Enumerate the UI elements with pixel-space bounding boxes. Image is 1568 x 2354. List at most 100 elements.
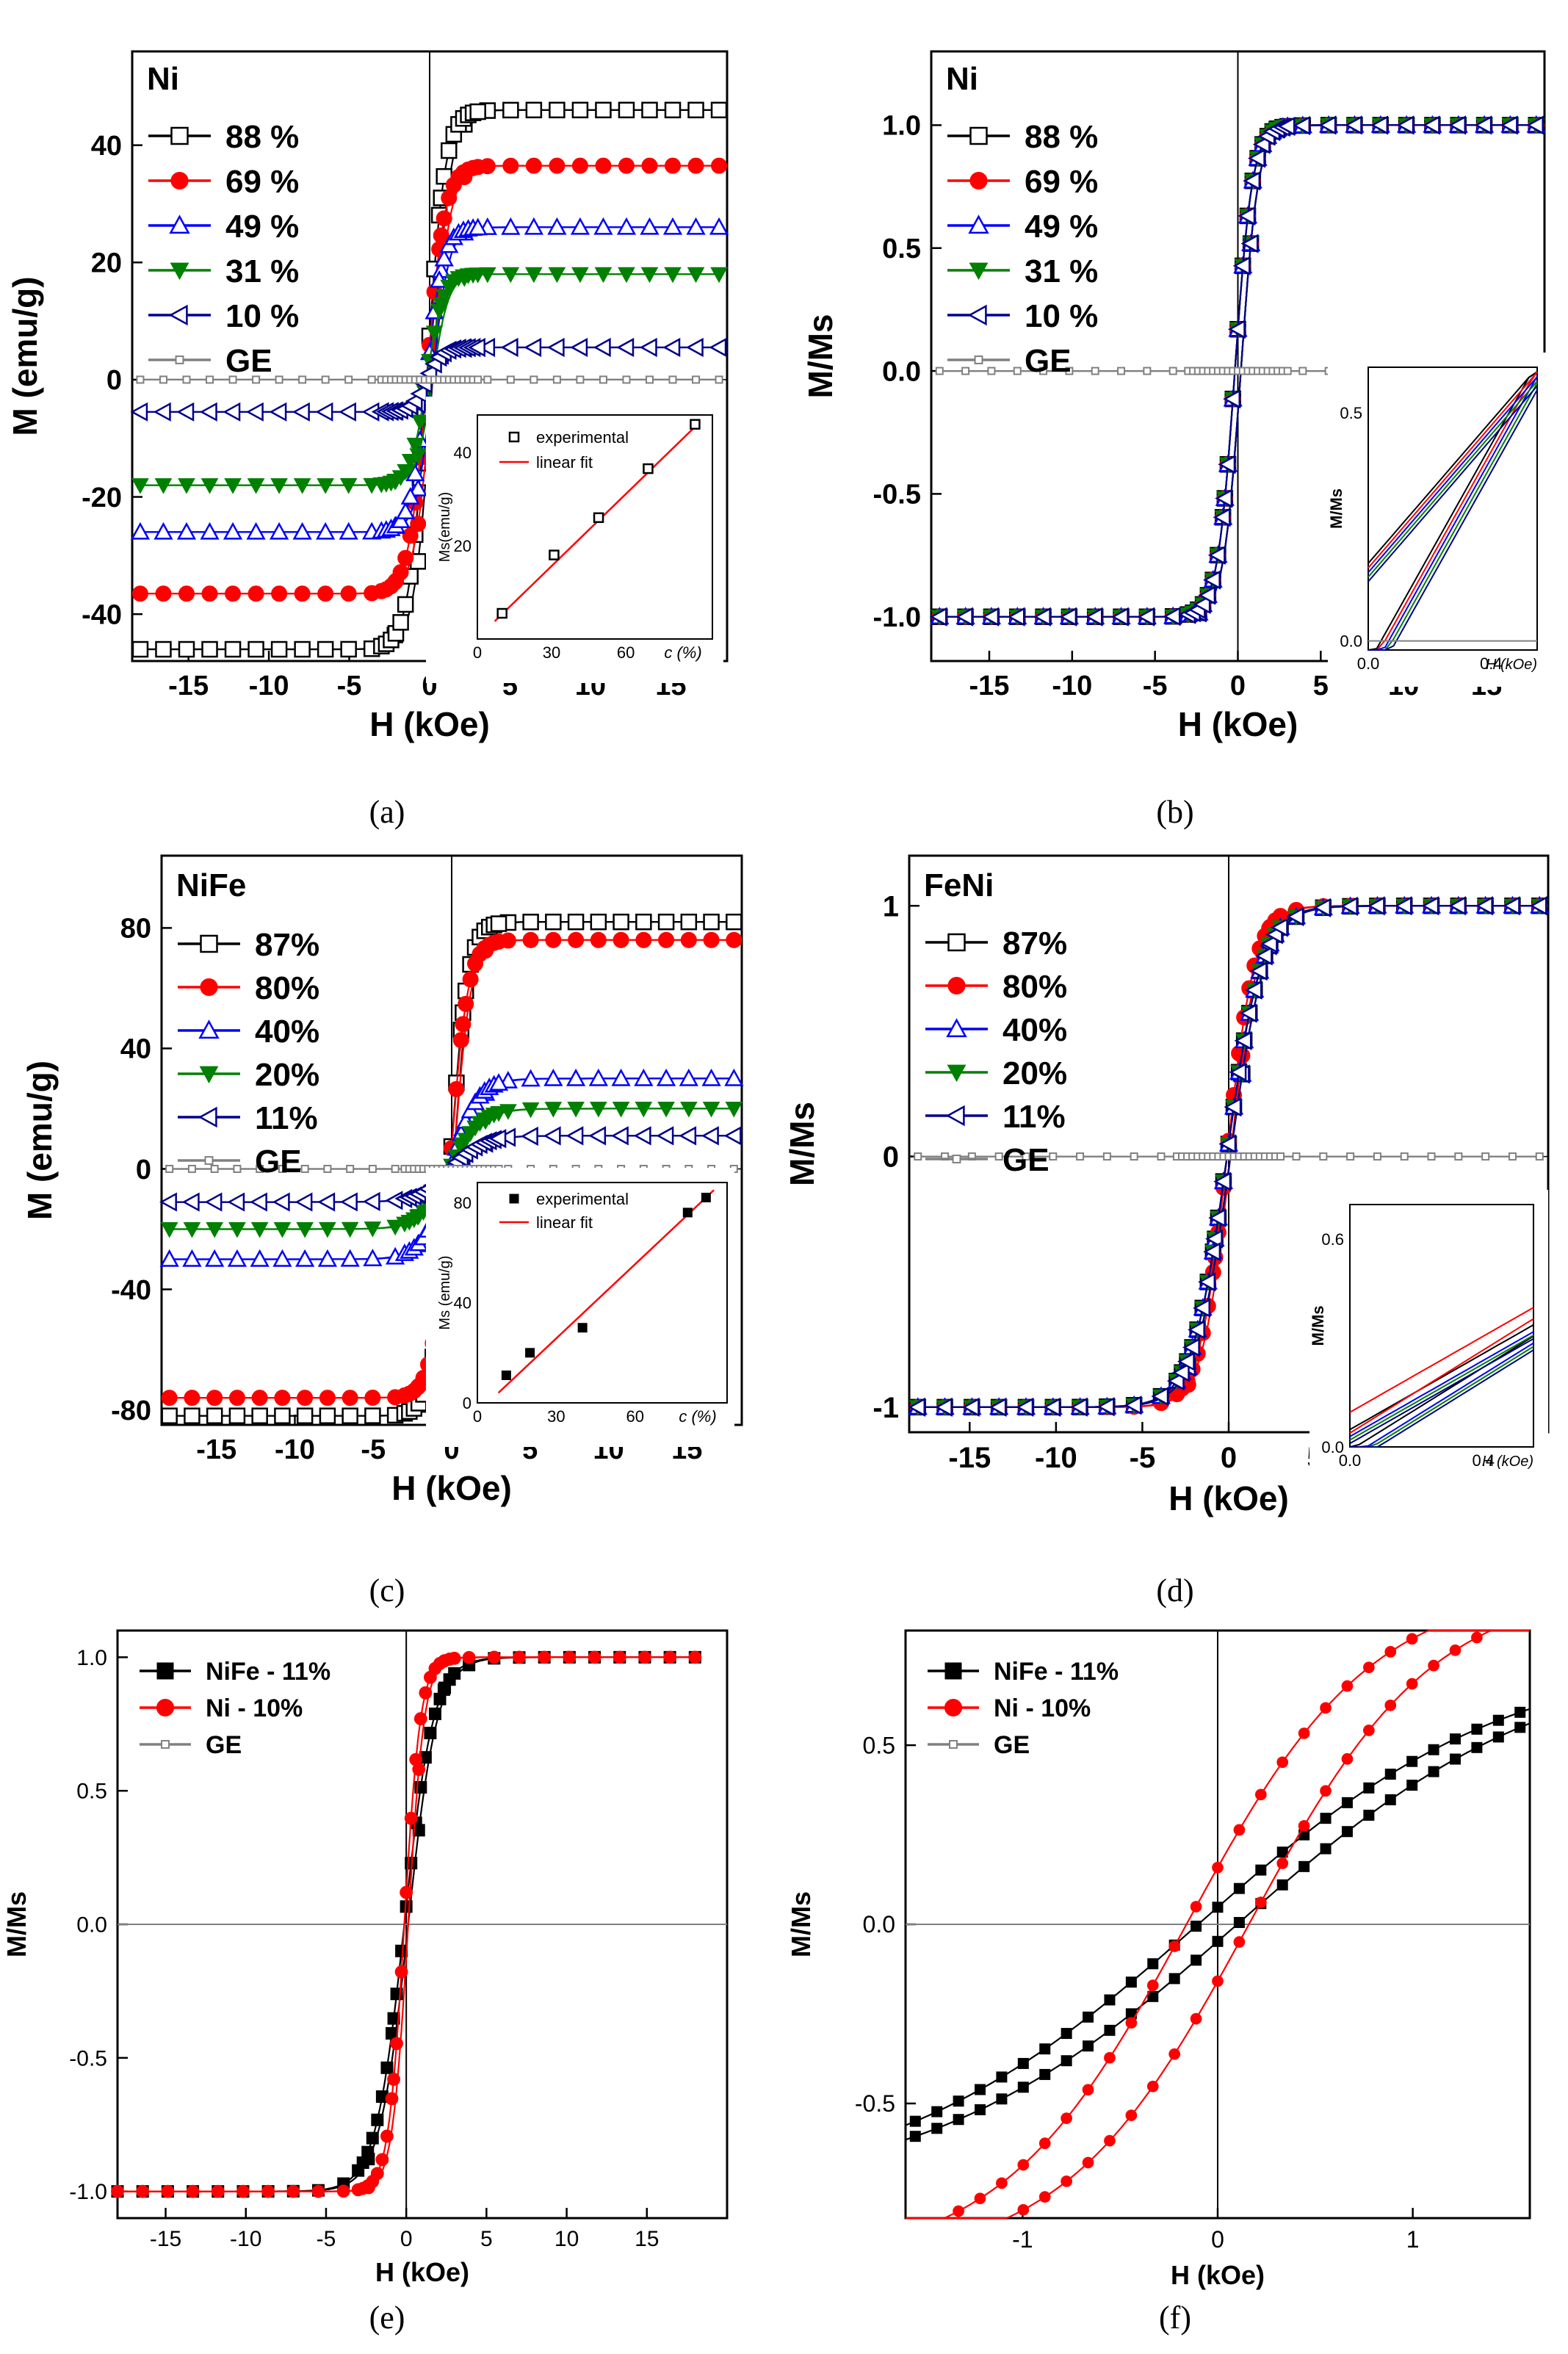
data-point <box>1292 1152 1301 1161</box>
data-point <box>595 101 612 119</box>
data-point <box>205 1249 225 1267</box>
data-point <box>593 217 613 235</box>
data-point <box>1061 2028 1072 2040</box>
data-point <box>1203 570 1221 590</box>
legend-marker <box>969 262 989 281</box>
inset-curve <box>1349 1337 1534 1445</box>
data-point <box>397 549 414 566</box>
data-point <box>571 101 589 119</box>
chart-title: FeNi <box>924 867 994 903</box>
data-point <box>269 521 289 540</box>
data-point <box>371 2113 384 2126</box>
data-point <box>1319 1152 1328 1161</box>
data-point <box>709 217 729 235</box>
data-point <box>657 1101 675 1118</box>
legend-entry: Ni - 10% <box>994 1694 1091 1722</box>
data-point <box>406 438 424 454</box>
x-tick-label: -15 <box>969 671 1010 701</box>
legend-marker <box>968 214 989 234</box>
data-point <box>1363 1782 1375 1794</box>
data-point <box>618 267 635 284</box>
data-point <box>524 217 543 235</box>
inset-x-tick-label: 0.4 <box>1473 1451 1495 1470</box>
data-point <box>566 1126 584 1146</box>
data-point <box>521 1069 541 1087</box>
data-point <box>1492 1714 1504 1726</box>
data-point <box>570 337 588 358</box>
data-point <box>1454 1152 1463 1161</box>
series-NiFe-11- <box>905 1706 1531 2142</box>
panel-label-e: (e) <box>369 2300 405 2336</box>
data-point <box>975 2084 986 2095</box>
data-point <box>339 478 358 494</box>
data-point <box>270 478 288 494</box>
data-point <box>317 1249 338 1267</box>
inset-x-axis-label: H (kOe) <box>1486 657 1537 673</box>
data-point <box>1061 2175 1072 2187</box>
data-point <box>1190 1901 1202 1913</box>
data-point <box>1283 367 1292 375</box>
data-point <box>929 607 947 627</box>
data-point <box>181 1192 200 1212</box>
y-axis-label: M (emu/g) <box>6 276 44 436</box>
data-point <box>323 1164 332 1173</box>
data-point <box>131 640 149 658</box>
data-point <box>250 1192 267 1212</box>
inset-x-tick-label: 0 <box>473 643 482 662</box>
inset-legend-entry: experimental <box>536 428 629 447</box>
data-point <box>1212 1935 1224 1947</box>
data-point <box>1082 2156 1094 2169</box>
data-point <box>594 267 613 284</box>
data-point <box>199 402 217 422</box>
data-point <box>663 1650 677 1664</box>
x-tick-label: 0 <box>400 2227 413 2251</box>
y-tick-label: 0.0 <box>882 356 921 387</box>
data-point <box>566 1068 586 1086</box>
data-point <box>953 2205 964 2217</box>
x-axis-label: H (kOe) <box>1171 2260 1265 2290</box>
legend-entry: 87% <box>255 927 319 963</box>
data-point <box>702 1101 720 1118</box>
data-point <box>547 217 567 235</box>
data-point <box>1344 115 1362 135</box>
x-tick-label: 5 <box>1313 671 1329 701</box>
data-point <box>201 640 218 658</box>
inset-y-axis-label: Ms (emu/g) <box>437 1255 453 1329</box>
data-point <box>955 607 973 627</box>
legend-marker <box>170 262 189 281</box>
data-point <box>178 585 195 602</box>
inset-curve <box>1349 1318 1534 1434</box>
data-point <box>1232 256 1251 276</box>
data-point <box>364 1390 381 1407</box>
data-point <box>274 1407 291 1424</box>
data-point <box>1147 1958 1159 1970</box>
data-point <box>638 1650 651 1664</box>
data-point <box>247 478 265 494</box>
data-point <box>274 1390 291 1407</box>
data-point <box>1233 1824 1246 1836</box>
data-point <box>236 2184 250 2198</box>
legend-marker <box>161 1740 170 1749</box>
inset-legend-entry: experimental <box>536 1190 629 1208</box>
inset-curve <box>1368 385 1538 582</box>
data-point <box>1069 1397 1088 1417</box>
data-point <box>1448 115 1466 135</box>
data-point <box>1502 896 1520 916</box>
data-point <box>272 1249 292 1267</box>
data-point <box>1255 1864 1267 1876</box>
data-point <box>224 478 242 494</box>
x-tick-label: -5 <box>361 1434 386 1465</box>
data-point <box>1384 1769 1396 1780</box>
inset-legend-entry: linear fit <box>536 453 593 472</box>
chart-title: Ni <box>946 61 978 97</box>
data-point <box>340 585 357 602</box>
data-point <box>1193 1298 1210 1318</box>
data-point <box>1396 115 1415 135</box>
data-point <box>296 1407 314 1424</box>
x-tick-label: 0 <box>1230 671 1246 701</box>
data-point <box>613 931 629 948</box>
data-point <box>178 478 195 494</box>
inset-x-tick-label: 60 <box>626 1407 643 1426</box>
data-point <box>321 375 330 384</box>
